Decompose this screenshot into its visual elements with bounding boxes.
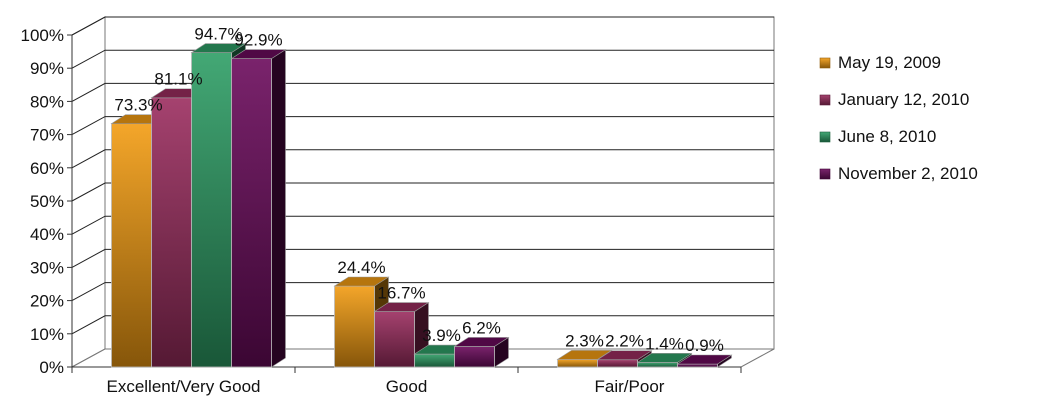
x-tick-label: Excellent/Very Good bbox=[106, 377, 260, 396]
data-label: 94.7% bbox=[194, 25, 242, 44]
data-label: 73.3% bbox=[114, 96, 162, 115]
bars bbox=[110, 43, 733, 368]
y-axis-ticks: 0% 10% 20% 30% 40% 50% 60% 70% 80% 90% 100% bbox=[21, 26, 73, 377]
data-label: 2.2% bbox=[605, 332, 644, 351]
y-tick-label: 30% bbox=[30, 258, 64, 277]
legend-swatch bbox=[819, 131, 831, 143]
x-tick-label: Fair/Poor bbox=[595, 377, 665, 396]
gridline bbox=[71, 82, 774, 102]
x-tick-label: Good bbox=[386, 377, 428, 396]
y-tick-label: 0% bbox=[39, 358, 64, 377]
y-tick-label: 80% bbox=[30, 92, 64, 111]
gridline bbox=[71, 116, 774, 136]
gridline bbox=[71, 182, 774, 202]
data-label: 3.9% bbox=[422, 326, 461, 345]
legend-label: June 8, 2010 bbox=[838, 127, 936, 146]
data-label: 0.9% bbox=[685, 336, 724, 355]
y-tick-label: 100% bbox=[21, 26, 64, 45]
bar bbox=[453, 336, 510, 368]
gridline bbox=[71, 282, 774, 302]
data-label: 16.7% bbox=[377, 284, 425, 303]
legend-label: November 2, 2010 bbox=[838, 164, 978, 183]
legend-item: January 12, 2010 bbox=[819, 90, 969, 109]
bar bbox=[676, 354, 733, 368]
y-tick-label: 70% bbox=[30, 126, 64, 145]
legend-swatch bbox=[819, 168, 831, 180]
legend-label: May 19, 2009 bbox=[838, 53, 941, 72]
legend-swatch bbox=[819, 94, 831, 106]
y-tick-label: 60% bbox=[30, 159, 64, 178]
data-label: 92.9% bbox=[234, 31, 282, 50]
y-tick-label: 10% bbox=[30, 325, 64, 344]
gridline bbox=[71, 215, 774, 235]
legend: May 19, 2009 January 12, 2010 June 8, 2010… bbox=[819, 53, 978, 183]
legend-item: November 2, 2010 bbox=[819, 164, 978, 183]
gridline bbox=[71, 315, 774, 335]
x-axis-ticks: Excellent/Very Good Good Fair/Poor bbox=[71, 366, 742, 396]
data-label: 2.3% bbox=[565, 331, 604, 350]
gridline bbox=[71, 16, 774, 36]
y-tick-label: 50% bbox=[30, 192, 64, 211]
gridline bbox=[71, 49, 774, 69]
gridline bbox=[71, 248, 774, 268]
legend-item: June 8, 2010 bbox=[819, 127, 936, 146]
data-label: 81.1% bbox=[154, 70, 202, 89]
legend-item: May 19, 2009 bbox=[819, 53, 941, 72]
y-tick-label: 90% bbox=[30, 59, 64, 78]
bar bbox=[230, 49, 287, 368]
legend-swatch bbox=[819, 57, 831, 69]
gridline bbox=[71, 149, 774, 169]
data-label: 1.4% bbox=[645, 334, 684, 353]
legend-label: January 12, 2010 bbox=[838, 90, 969, 109]
data-label: 24.4% bbox=[337, 258, 385, 277]
y-tick-label: 20% bbox=[30, 292, 64, 311]
gridlines bbox=[71, 16, 774, 335]
y-tick-label: 40% bbox=[30, 225, 64, 244]
data-labels: 73.3% 81.1% 94.7%92.9% 24.4% 16.7% 3.9% 6.2% 2.… bbox=[114, 25, 723, 355]
data-label: 6.2% bbox=[462, 318, 501, 337]
